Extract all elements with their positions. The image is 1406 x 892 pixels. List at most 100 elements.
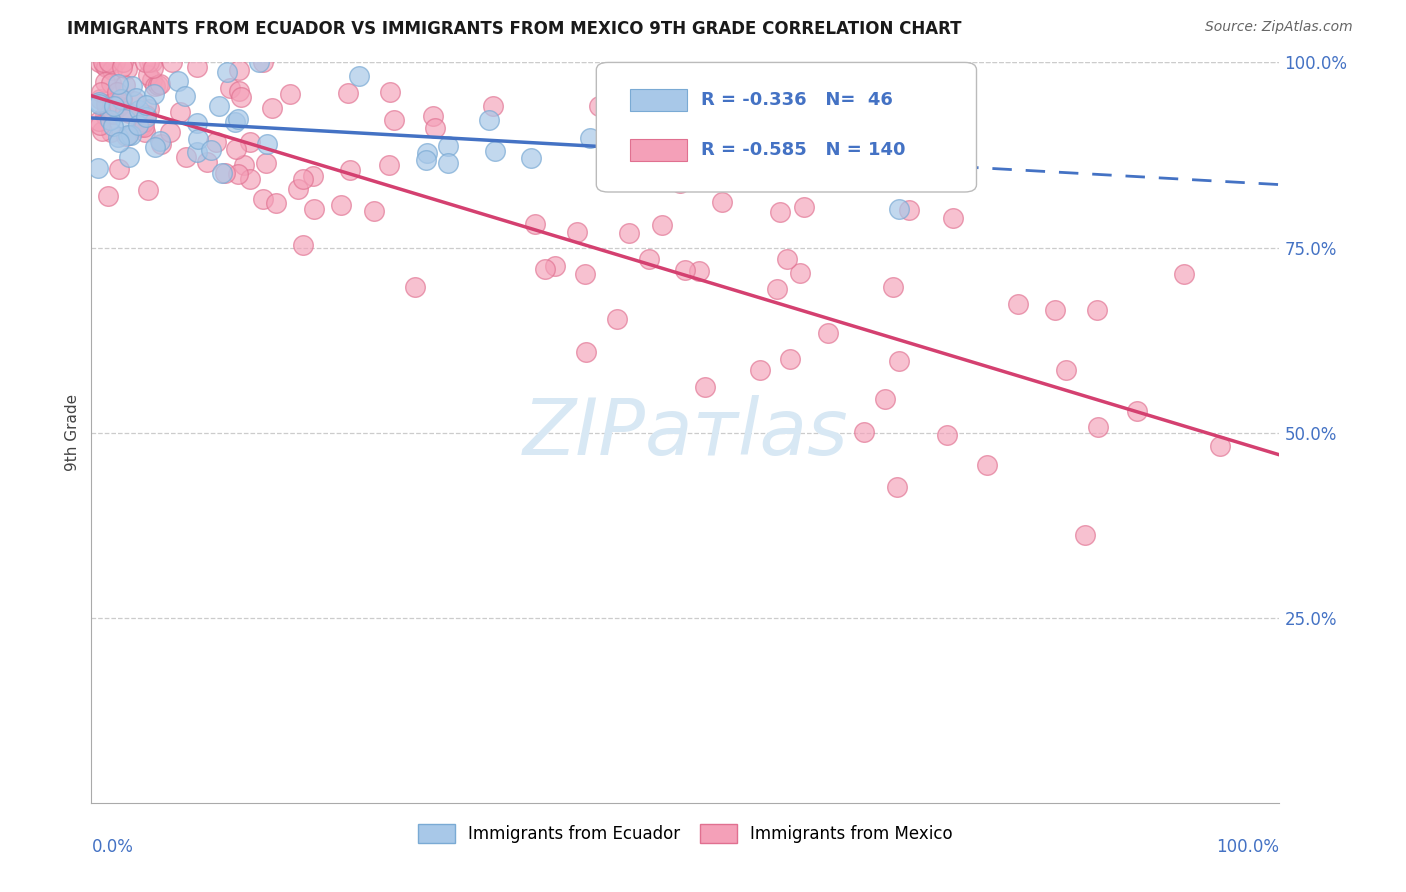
Point [252,192,274,206]
Point [136,183,159,197]
Point [98,113,121,128]
Point [415,153,437,167]
Point [103,107,125,121]
Point [769,204,792,219]
Point [247,55,270,70]
Text: IMMIGRANTS FROM ECUADOR VS IMMIGRANTS FROM MEXICO 9TH GRADE CORRELATION CHART: IMMIGRANTS FROM ECUADOR VS IMMIGRANTS FR… [67,20,962,37]
Y-axis label: 9th Grade: 9th Grade [65,394,80,471]
Point [882,280,904,294]
Point [329,198,352,212]
Point [252,55,274,70]
Point [228,84,250,98]
Point [186,60,208,74]
Point [436,156,458,170]
Point [302,202,325,217]
Point [127,119,149,133]
Point [108,162,131,177]
Point [651,219,673,233]
Point [143,78,166,93]
Point [97,104,120,119]
Point [135,108,157,122]
Point [111,60,134,74]
Point [638,252,661,266]
Point [291,237,314,252]
Point [817,326,839,340]
Point [90,124,112,138]
Point [575,345,598,359]
Point [579,131,602,145]
Point [134,55,156,70]
Point [135,98,157,112]
Point [336,86,359,100]
Point [688,264,710,278]
Point [134,125,156,139]
Point [111,92,134,106]
Point [377,158,399,172]
Point [97,189,120,203]
Point [136,68,159,82]
Point [100,103,122,117]
Point [100,63,122,78]
Point [134,120,156,135]
Point [217,65,239,79]
Point [588,98,610,112]
Point [789,266,811,280]
Point [1209,439,1232,453]
Point [141,72,163,87]
Text: Source: ZipAtlas.com: Source: ZipAtlas.com [1205,20,1353,34]
Point [118,106,141,120]
Point [103,98,125,112]
Point [363,204,385,219]
Point [89,55,111,70]
Point [108,135,131,149]
Point [524,218,547,232]
Point [748,102,770,116]
Point [378,85,401,99]
Point [1126,403,1149,417]
Point [200,143,222,157]
Point [132,115,155,129]
Point [121,78,143,93]
Point [1087,420,1109,434]
Point [89,92,111,106]
Point [1045,303,1067,318]
Point [976,458,998,472]
Point [117,128,139,143]
Point [122,94,145,108]
Point [779,352,801,367]
Point [228,63,250,78]
Point [141,55,163,70]
Point [112,55,135,70]
FancyBboxPatch shape [596,62,977,192]
Point [534,262,557,277]
Point [187,131,209,145]
Point [93,108,115,122]
Point [149,134,172,148]
Point [256,136,278,151]
Point [87,95,110,110]
Point [107,77,129,91]
Point [478,113,501,128]
Point [101,120,124,134]
Point [695,379,717,393]
Point [1173,267,1195,281]
Point [115,129,138,144]
Text: R = -0.336   N=  46: R = -0.336 N= 46 [700,91,893,109]
Point [167,74,190,88]
Point [574,267,596,281]
Point [211,166,233,180]
Text: 0.0%: 0.0% [91,838,134,856]
Point [673,263,696,277]
Point [143,87,166,101]
Point [128,120,150,135]
Point [120,128,142,143]
Point [301,169,323,183]
Point [567,226,589,240]
FancyBboxPatch shape [630,138,686,161]
Point [520,151,543,165]
Point [90,85,112,99]
Point [1073,528,1095,542]
Point [482,99,505,113]
Point [266,196,288,211]
Point [233,158,256,172]
